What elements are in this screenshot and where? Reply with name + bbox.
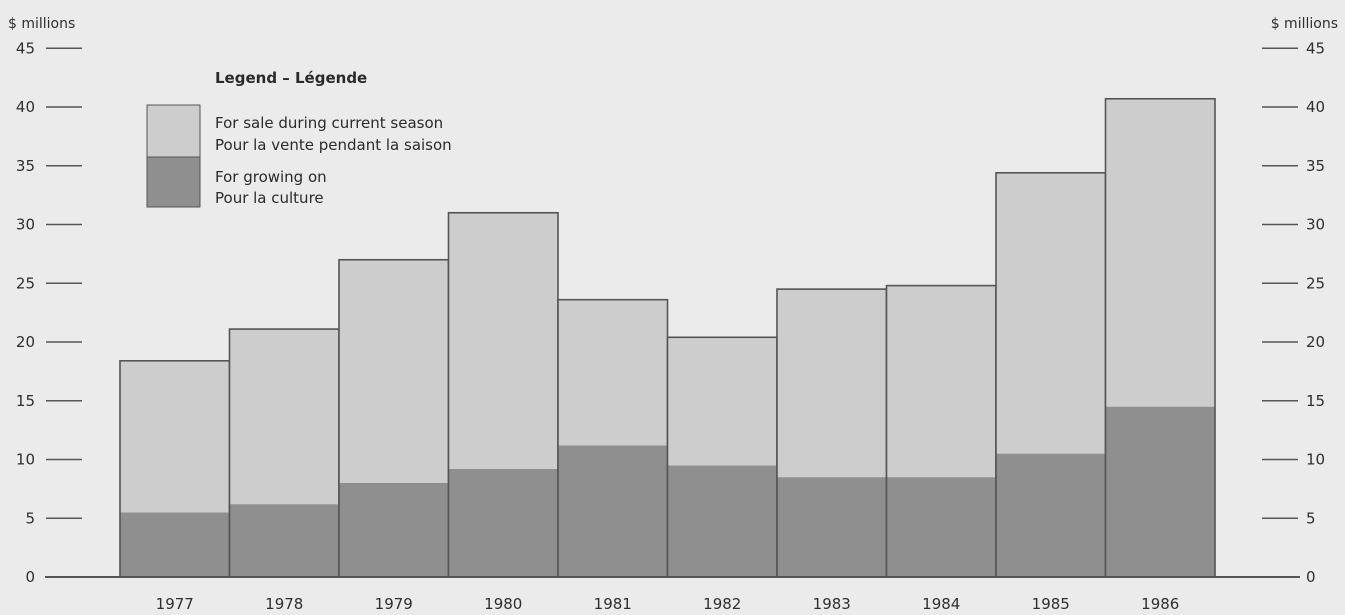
y-tick-label-left-40: 40 [16,98,35,116]
y-tick-label-left-15: 15 [16,392,35,410]
bar-for-growing-1985 [996,453,1106,577]
legend-swatch-for-sale [146,104,201,158]
y-tick-label-right-20: 20 [1306,333,1325,351]
bar-for-growing-1979 [339,483,449,577]
bar-for-growing-1982 [667,465,777,577]
legend-label-for-sale-fr: Pour la vente pendant la saison [215,136,452,154]
x-tick-label-1977: 1977 [156,595,194,613]
y-tick-label-left-25: 25 [16,274,35,292]
y-tick-label-left-30: 30 [16,216,35,234]
bar-for-sale-1982 [667,337,777,466]
y-tick-label-left-5: 5 [25,509,35,527]
bar-for-sale-1980 [448,212,558,469]
y-tick-label-right-0: 0 [1306,568,1316,586]
y-tick-label-left-20: 20 [16,333,35,351]
legend: Legend – Légende For sale during current… [146,69,452,208]
bar-for-sale-1978 [229,329,339,505]
legend-swatch-for-growing [146,156,201,208]
y-axis-left: 0 5 10 15 20 25 30 35 40 45 [16,39,82,586]
x-tick-label-1986: 1986 [1141,595,1179,613]
bar-group [119,97,1216,578]
y-tick-label-left-10: 10 [16,451,35,469]
bar-for-growing-1984 [886,477,996,577]
legend-label-for-growing-fr: Pour la culture [215,189,324,207]
x-tick-label-1978: 1978 [265,595,303,613]
y-tick-label-right-45: 45 [1306,39,1325,57]
bar-for-sale-1986 [1105,98,1215,407]
y-axis-unit-label-right: $ millions [1271,16,1338,32]
x-axis-tick-labels: 1977 1978 1979 1980 1981 1982 1983 1984 1985 1986 [156,595,1180,613]
x-tick-label-1981: 1981 [594,595,632,613]
y-tick-label-left-35: 35 [16,157,35,175]
bar-for-sale-1983 [777,289,887,478]
y-axis-right: 0 5 10 15 20 25 30 35 40 45 [1262,39,1325,586]
legend-label-for-sale-en: For sale during current season [215,114,443,132]
x-tick-label-1984: 1984 [922,595,960,613]
bar-for-sale-1984 [886,285,996,478]
y-tick-label-right-25: 25 [1306,274,1325,292]
x-tick-label-1980: 1980 [484,595,522,613]
y-axis-unit-label-left: $ millions [8,16,75,32]
bar-for-sale-1981 [558,299,668,446]
y-tick-label-left-45: 45 [16,39,35,57]
bar-for-sale-1977 [120,360,230,513]
bar-for-growing-1980 [448,468,558,577]
y-tick-label-left-0: 0 [25,568,35,586]
legend-title: Legend – Légende [215,69,367,87]
y-tick-label-right-40: 40 [1306,98,1325,116]
bar-for-growing-1977 [120,512,230,577]
bar-for-sale-1979 [339,259,449,483]
y-tick-label-right-10: 10 [1306,451,1325,469]
bar-for-growing-1983 [777,477,887,577]
x-tick-label-1983: 1983 [813,595,851,613]
legend-label-for-growing-en: For growing on [215,168,327,186]
bar-for-growing-1981 [558,445,668,577]
y-tick-label-right-5: 5 [1306,509,1316,527]
x-tick-label-1985: 1985 [1032,595,1070,613]
x-tick-label-1982: 1982 [703,595,741,613]
y-tick-label-right-30: 30 [1306,216,1325,234]
x-tick-label-1979: 1979 [375,595,413,613]
y-tick-label-right-35: 35 [1306,157,1325,175]
y-tick-label-right-15: 15 [1306,392,1325,410]
bar-for-sale-1985 [996,172,1106,454]
bar-for-growing-1978 [229,504,339,577]
bar-for-growing-1986 [1105,406,1215,577]
